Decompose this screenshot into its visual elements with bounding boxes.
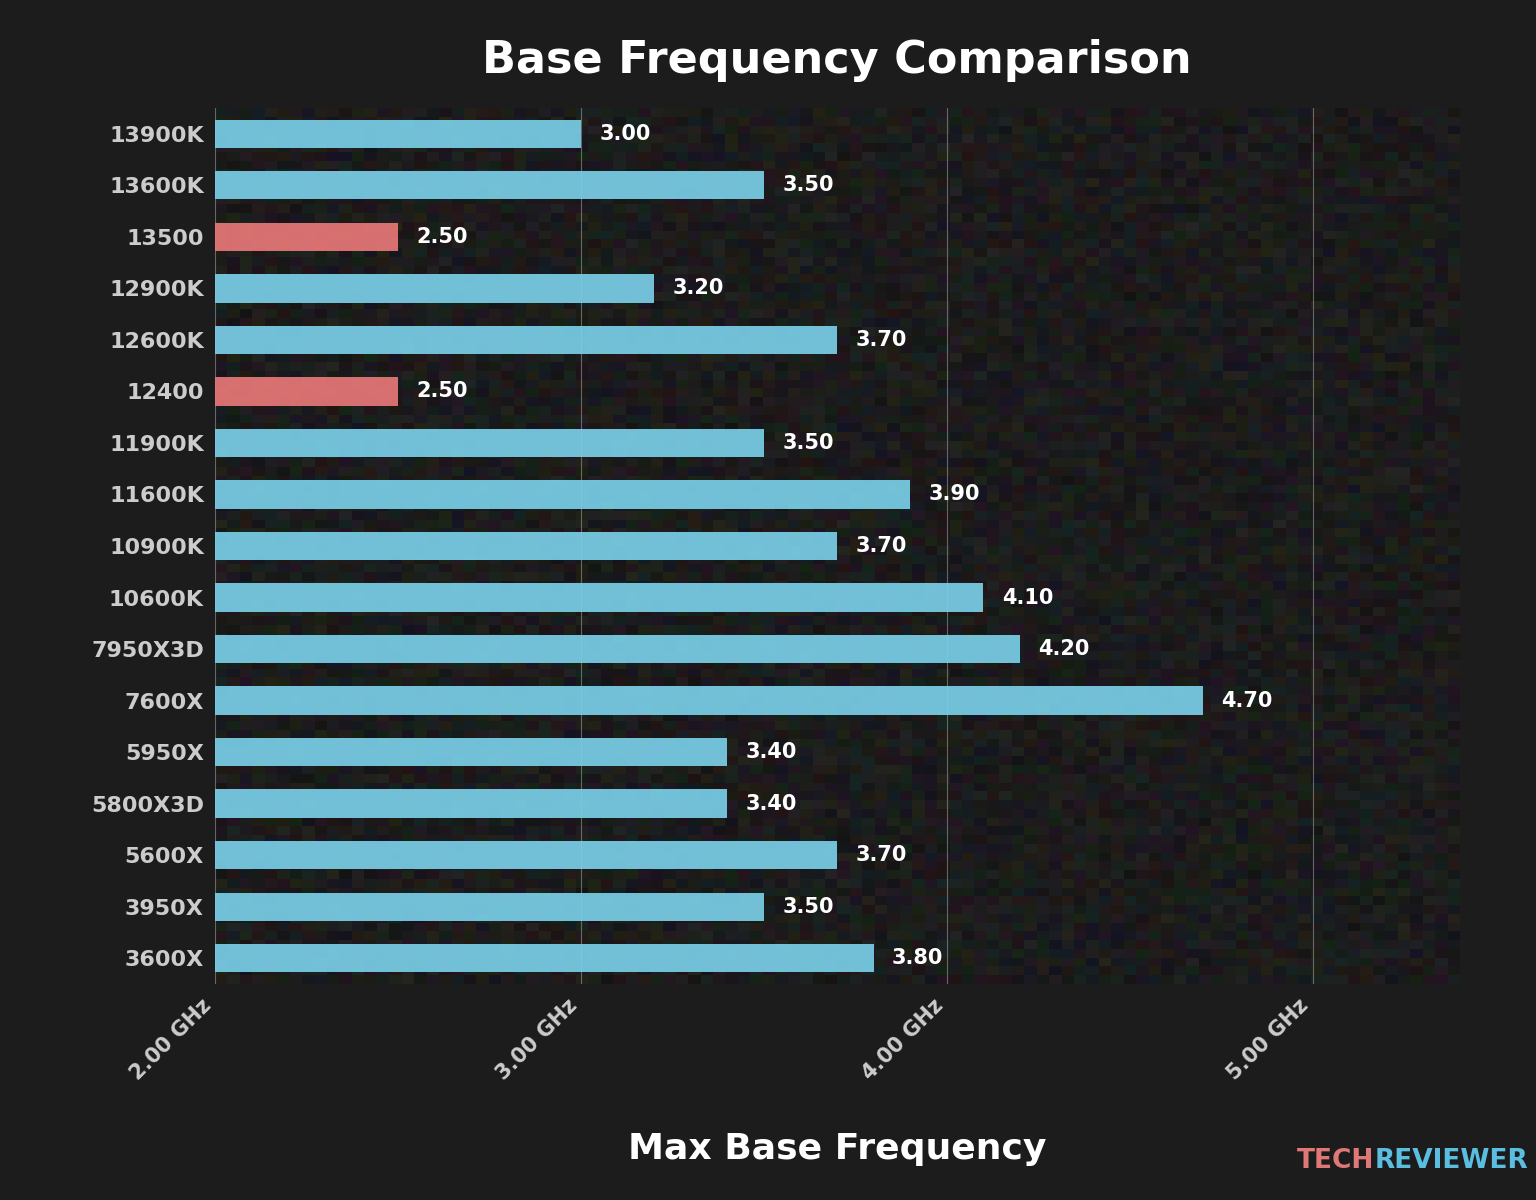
Text: 3.00: 3.00	[599, 124, 651, 144]
Bar	[215, 325, 837, 354]
Bar	[215, 428, 763, 457]
X-axis label: Max Base Frequency: Max Base Frequency	[628, 1133, 1046, 1166]
Text: 2.50: 2.50	[416, 382, 468, 402]
Text: TECH: TECH	[1298, 1147, 1375, 1174]
Text: 3.70: 3.70	[856, 536, 906, 556]
Text: 4.70: 4.70	[1221, 690, 1273, 710]
Bar	[215, 223, 398, 251]
Title: Base Frequency Comparison: Base Frequency Comparison	[482, 40, 1192, 83]
Text: 4.20: 4.20	[1038, 640, 1089, 659]
Text: 4.10: 4.10	[1001, 588, 1054, 607]
Bar	[215, 686, 1203, 715]
Text: 3.20: 3.20	[673, 278, 723, 299]
Text: 3.40: 3.40	[745, 793, 797, 814]
Bar	[215, 480, 911, 509]
Bar	[215, 532, 837, 560]
Bar	[215, 893, 763, 920]
Bar	[215, 635, 1020, 664]
Bar	[215, 274, 654, 302]
Bar	[215, 944, 874, 972]
Text: 3.50: 3.50	[782, 896, 834, 917]
Text: 3.90: 3.90	[929, 485, 980, 504]
Text: 3.50: 3.50	[782, 175, 834, 196]
Text: 3.40: 3.40	[745, 742, 797, 762]
Text: 3.70: 3.70	[856, 845, 906, 865]
Bar	[215, 790, 728, 818]
Bar	[215, 738, 728, 767]
Text: 3.70: 3.70	[856, 330, 906, 350]
Bar	[215, 172, 763, 199]
Bar	[215, 120, 581, 148]
Text: 2.50: 2.50	[416, 227, 468, 247]
Text: 3.50: 3.50	[782, 433, 834, 452]
Bar	[215, 841, 837, 869]
Text: 3.80: 3.80	[892, 948, 943, 968]
Bar	[215, 377, 398, 406]
Bar	[215, 583, 983, 612]
Text: REVIEWER: REVIEWER	[1375, 1147, 1528, 1174]
